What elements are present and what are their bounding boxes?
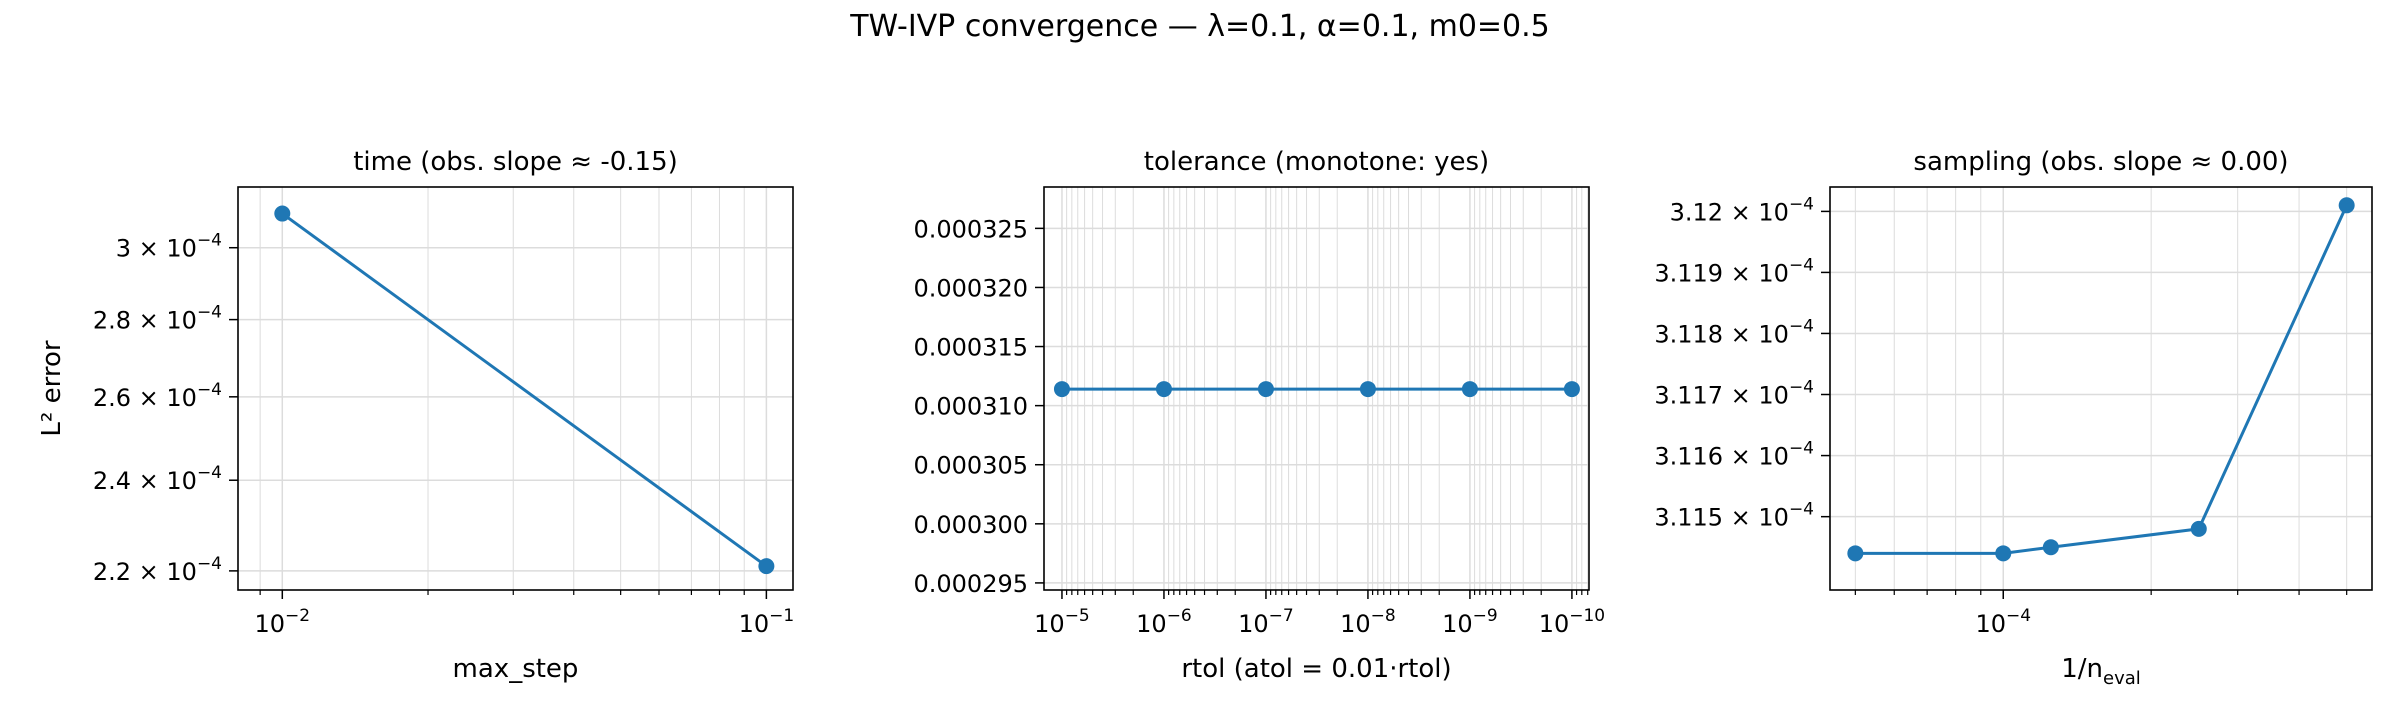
- x-axis-label: 1/neval: [2061, 654, 2141, 689]
- data-point: [1847, 545, 1864, 562]
- chart-panel-2: 10−5 10−6 10−7 10−8 10−9 10−10 0.000295 0.00030…: [913, 147, 1605, 684]
- x-tick-label: 10−6: [1136, 606, 1192, 638]
- grid: [238, 187, 793, 590]
- y-tick-label: 2.2 × 10−4: [93, 554, 222, 586]
- y-tick-label: 2.4 × 10−4: [93, 463, 222, 495]
- y-tick-label: 0.000310: [913, 393, 1028, 421]
- y-tick-label: 2.6 × 10−4: [93, 380, 222, 412]
- data-point: [2042, 539, 2059, 556]
- data-point: [1563, 381, 1580, 398]
- chart-panel-1: 10−2 10−1 2.2 × 10−4 2.4 × 10−4 2.6 × 10−4 2.…: [37, 147, 794, 684]
- plot-frame: [1043, 186, 1590, 591]
- y-tick-label: 0.000300: [913, 511, 1028, 539]
- series-line: [281, 212, 768, 568]
- y-tick-label: 3 × 10−4: [116, 231, 222, 263]
- data-point: [1053, 381, 1070, 398]
- figure-suptitle: TW-IVP convergence — λ=0.1, α=0.1, m0=0.…: [849, 9, 1550, 44]
- x-tick-label: 10−7: [1238, 606, 1294, 638]
- data-point: [1359, 381, 1376, 398]
- data-point: [1461, 381, 1478, 398]
- y-axis-label: L² error: [37, 340, 67, 436]
- y-tick-label: 2.8 × 10−4: [93, 303, 222, 335]
- x-tick-label: 10−5: [1034, 606, 1090, 638]
- panel-title: sampling (obs. slope ≈ 0.00): [1913, 147, 2288, 177]
- y-tick-label: 3.116 × 10−4: [1654, 439, 1814, 471]
- y-tick-label: 0.000305: [913, 452, 1028, 480]
- grid: [1830, 187, 2372, 590]
- chart-panel-3: 10−4 3.115 × 10−4 3.116 × 10−4 3.117 × 10−4…: [1654, 147, 2373, 689]
- y-tick-label: 3.119 × 10−4: [1654, 255, 1814, 287]
- x-tick-label: 10−4: [1975, 606, 2031, 638]
- data-point: [1257, 381, 1274, 398]
- y-tick-label: 0.000295: [913, 570, 1028, 598]
- y-tick-label: 3.115 × 10−4: [1654, 500, 1814, 532]
- axis-ticks: 10−5 10−6 10−7 10−8 10−9 10−10 0.000295 0.00030…: [913, 215, 1605, 638]
- x-axis-label: rtol (atol = 0.01·rtol): [1181, 654, 1451, 684]
- x-tick-label: 10−1: [739, 606, 795, 638]
- plot-frame: [1829, 186, 2373, 591]
- data-point: [1155, 381, 1172, 398]
- x-tick-label: 10−8: [1340, 606, 1396, 638]
- y-tick-label: 0.000320: [913, 274, 1028, 302]
- panels: 10−2 10−1 2.2 × 10−4 2.4 × 10−4 2.6 × 10−4 2.…: [37, 147, 2373, 689]
- y-tick-label: 3.118 × 10−4: [1654, 316, 1814, 348]
- panel-title: time (obs. slope ≈ -0.15): [353, 147, 678, 177]
- series-line: [1855, 204, 2349, 555]
- plot-frame: [237, 186, 794, 591]
- x-axis-label: max_step: [453, 654, 579, 684]
- y-tick-label: 3.117 × 10−4: [1654, 377, 1814, 409]
- y-tick-label: 0.000325: [913, 215, 1028, 243]
- axis-ticks: 10−2 10−1 2.2 × 10−4 2.4 × 10−4 2.6 × 10−4 2.…: [93, 231, 794, 638]
- panel-title: tolerance (monotone: yes): [1144, 147, 1489, 177]
- data-point: [758, 558, 775, 575]
- data-point: [2190, 520, 2207, 537]
- data-point: [274, 205, 291, 222]
- x-tick-label: 10−9: [1442, 606, 1498, 638]
- y-tick-label: 3.12 × 10−4: [1670, 194, 1814, 226]
- axis-ticks: 10−4 3.115 × 10−4 3.116 × 10−4 3.117 × 10−4…: [1654, 194, 2348, 638]
- y-tick-label: 0.000315: [913, 334, 1028, 362]
- data-point: [2338, 197, 2355, 214]
- x-tick-label: 10−10: [1539, 606, 1605, 638]
- x-tick-label: 10−2: [254, 606, 310, 638]
- data-point: [1995, 545, 2012, 562]
